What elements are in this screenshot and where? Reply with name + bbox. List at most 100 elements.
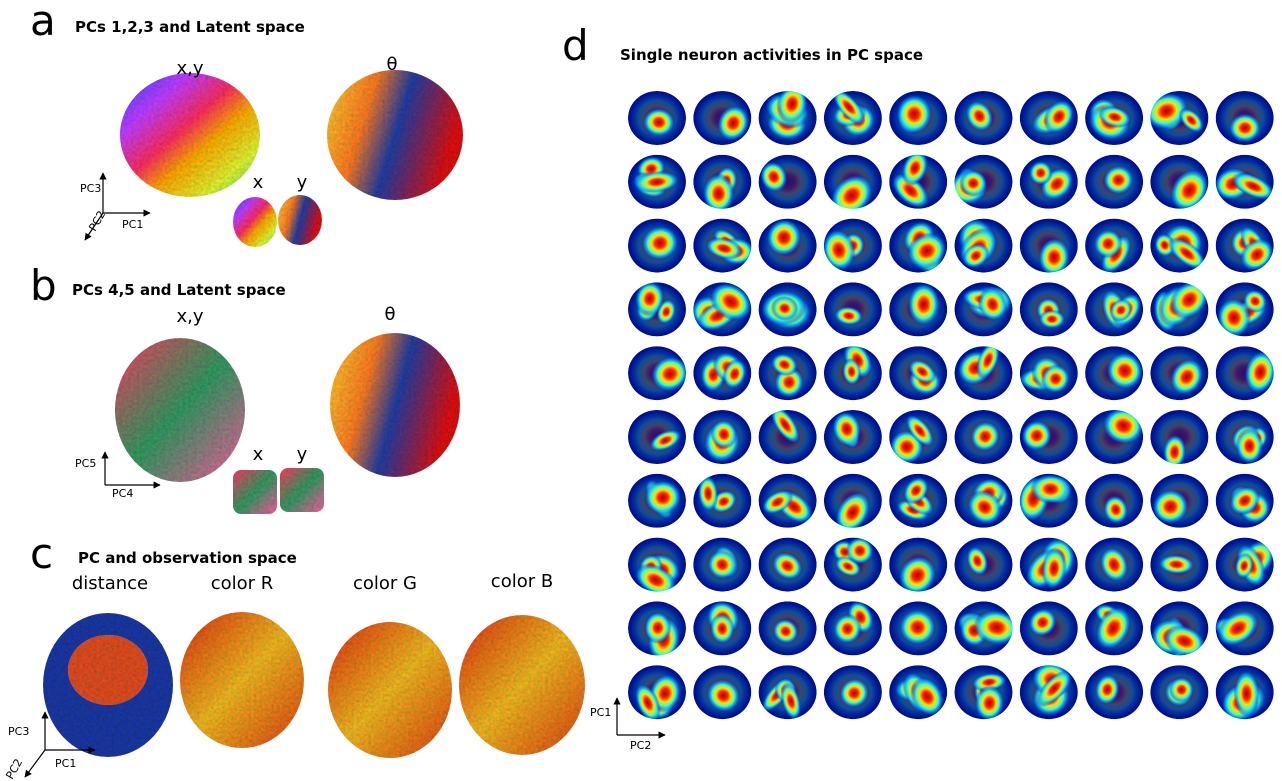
observation-plot <box>68 635 148 705</box>
neuron-map <box>628 601 686 665</box>
neuron-map <box>955 473 1013 532</box>
neuron-map <box>628 346 695 400</box>
neuron-map <box>1018 346 1078 400</box>
neuron-map <box>1139 86 1209 145</box>
plot-label: y <box>297 172 308 193</box>
neuron-map <box>889 91 947 145</box>
neuron-map <box>759 215 817 273</box>
neuron-map <box>1216 346 1281 400</box>
plot-label: color R <box>211 573 274 594</box>
neuron-map <box>955 91 1013 145</box>
latent-plot <box>233 197 277 247</box>
panel-letter: a <box>30 0 56 45</box>
neuron-map <box>628 219 686 273</box>
figure: a PCs 1,2,3 and Latent space x,y θ x y P… <box>0 0 1282 781</box>
neuron-map <box>1020 282 1078 336</box>
neuron-map <box>818 219 882 275</box>
latent-plot <box>280 468 324 512</box>
plot-label: y <box>297 444 308 465</box>
neuron-map <box>888 410 947 466</box>
neuron-map <box>686 274 760 337</box>
latent-plot <box>327 70 463 200</box>
neuron-map <box>1085 155 1143 209</box>
panel-title: PCs 1,2,3 and Latent space <box>75 18 305 36</box>
plot-label: x <box>253 444 264 465</box>
neuron-map <box>628 538 686 604</box>
axis-label: PC1 <box>122 218 143 231</box>
neuron-map <box>951 211 1013 275</box>
latent-plot <box>120 73 260 197</box>
neuron-map <box>1015 410 1078 464</box>
latent-plot <box>278 195 322 245</box>
neuron-map <box>889 601 947 655</box>
observation-plot <box>328 622 452 758</box>
neuron-map <box>824 282 882 336</box>
neuron-map <box>1150 218 1211 276</box>
latent-plot <box>115 338 245 482</box>
plot-label: x,y <box>176 58 203 79</box>
neuron-map <box>1020 657 1078 724</box>
neuron-map <box>1085 665 1143 719</box>
neuron-map <box>1216 91 1274 145</box>
neuron-map <box>693 595 751 656</box>
neuron-map <box>889 538 947 603</box>
neuron-map <box>824 337 882 401</box>
neuron-map <box>628 665 686 726</box>
neuron-map <box>822 155 882 226</box>
axis-label: PC2 <box>86 209 108 234</box>
neuron-map <box>1148 474 1209 529</box>
axis-label: PC1 <box>590 706 611 719</box>
neuron-map <box>955 410 1013 464</box>
plot-label: θ <box>384 304 395 325</box>
neuron-map <box>1216 410 1274 464</box>
neuron-map <box>1083 91 1143 146</box>
neuron-map <box>889 665 951 722</box>
neuron-map <box>628 410 686 464</box>
neuron-map <box>824 596 882 655</box>
neuron-map <box>1210 601 1274 655</box>
panel-letter: d <box>562 21 589 70</box>
neuron-map <box>759 81 817 145</box>
neuron-map <box>693 665 751 719</box>
panel-title: PC and observation space <box>78 549 297 567</box>
neuron-map <box>1215 282 1274 339</box>
neuron-map <box>1150 346 1210 402</box>
neuron-map <box>824 532 882 591</box>
neuron-map <box>953 601 1022 655</box>
neuron-map <box>885 146 947 215</box>
plot-label: distance <box>72 573 148 594</box>
observation-plot <box>459 615 585 755</box>
neuron-map <box>824 84 882 145</box>
axis-label: PC4 <box>112 487 133 500</box>
panel-title: PCs 4,5 and Latent space <box>72 281 286 299</box>
neuron-map <box>889 346 947 400</box>
neuron-map <box>628 474 686 528</box>
neuron-map <box>1209 155 1279 209</box>
neuron-map <box>889 472 947 528</box>
neuron-map <box>757 474 819 531</box>
neuron-map <box>1020 155 1080 209</box>
axis-label: PC3 <box>80 182 101 195</box>
plot-label: θ <box>386 54 397 75</box>
panel-title: Single neuron activities in PC space <box>620 46 923 64</box>
neuron-map <box>759 401 817 464</box>
axis-label: PC2 <box>630 739 651 752</box>
neuron-map <box>758 282 816 336</box>
plot-label: x,y <box>176 306 203 327</box>
axis-label: PC3 <box>8 725 29 738</box>
plot-label: x <box>253 172 264 193</box>
plots <box>43 70 585 758</box>
neuron-map <box>950 338 1012 401</box>
neuron-map <box>693 474 751 528</box>
neuron-map <box>1216 532 1282 591</box>
neuron-map <box>1085 345 1151 401</box>
neuron-map <box>1150 155 1217 220</box>
neuron-map <box>955 665 1013 722</box>
neuron-map <box>628 279 686 337</box>
neuron-map <box>889 215 953 280</box>
neuron-map <box>824 474 882 540</box>
axis-label: PC2 <box>3 757 25 781</box>
neuron-map <box>693 155 751 214</box>
neuron-map <box>1020 601 1078 655</box>
map-hotspot <box>1038 310 1065 329</box>
